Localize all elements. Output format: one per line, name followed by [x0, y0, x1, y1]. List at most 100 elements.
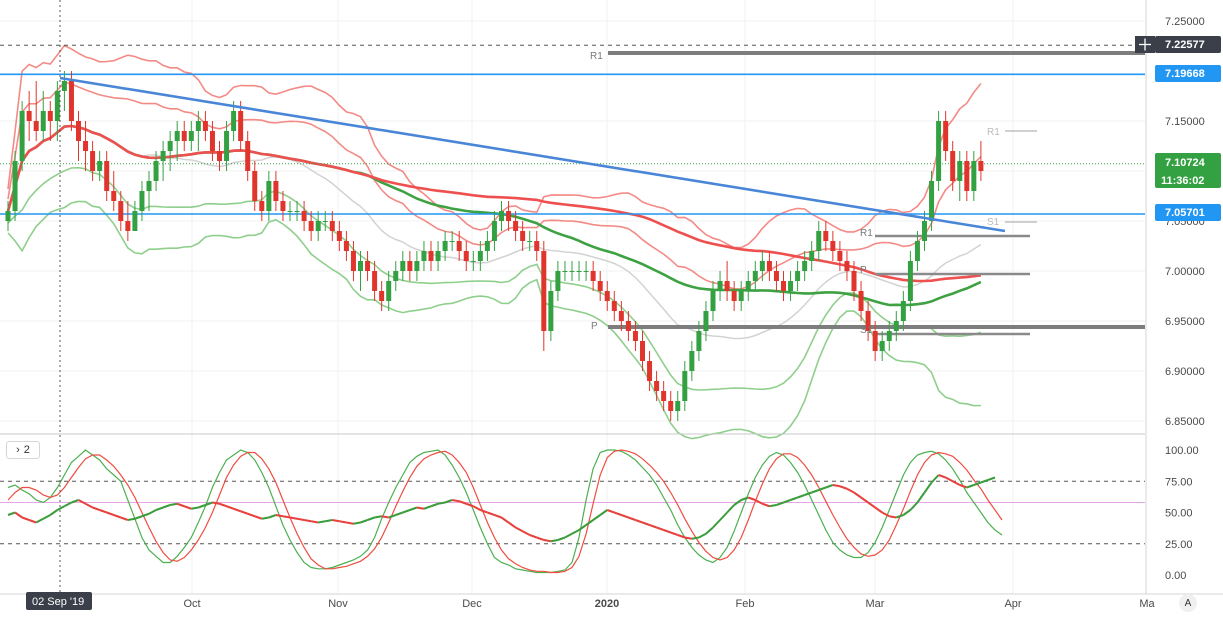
candle-body — [865, 311, 871, 331]
candle-body — [118, 201, 124, 221]
candle — [689, 341, 695, 381]
candle-body — [781, 281, 786, 291]
candlesticks — [5, 71, 984, 421]
candle — [76, 111, 81, 161]
candle-body — [477, 251, 483, 261]
candle — [781, 271, 786, 301]
rsi-segment — [769, 504, 777, 508]
candle — [224, 121, 230, 171]
candle — [886, 321, 892, 351]
rsi-segment — [733, 499, 742, 506]
candle — [555, 261, 561, 301]
candle-body — [837, 251, 843, 261]
rsi-segment — [599, 509, 608, 516]
rsi-segment — [409, 506, 418, 511]
rsi-segment — [42, 514, 51, 520]
candle-body — [618, 311, 624, 321]
rsi-segment — [63, 501, 72, 508]
pivot-p-small-label: P — [860, 265, 867, 276]
candle-body — [372, 271, 378, 291]
rsi-segment — [804, 491, 813, 496]
oscillator-tick-label: 75.00 — [1165, 476, 1193, 488]
candle-body — [527, 241, 533, 242]
candle — [54, 81, 60, 141]
candle — [26, 91, 32, 141]
candle — [442, 231, 448, 261]
rsi-segment — [303, 519, 312, 523]
pivot-r1-small-label: R1 — [860, 228, 873, 239]
candle — [611, 291, 617, 321]
time-label: Nov — [328, 598, 348, 610]
candle — [153, 151, 159, 191]
rsi-segment — [487, 511, 495, 516]
last-price-tag-text: 7.10724 — [1165, 157, 1206, 169]
pane-toggle-button[interactable]: › 2 — [6, 441, 40, 459]
candle-body — [54, 91, 60, 121]
rsi-segment — [261, 516, 270, 520]
oscillator-tick-label: 25.00 — [1165, 539, 1193, 551]
candle — [231, 101, 237, 141]
rsi-segment — [656, 526, 664, 531]
time-label: Apr — [1004, 598, 1021, 610]
auto-scale-button[interactable]: A — [1179, 594, 1197, 612]
rsi-segment — [783, 499, 791, 504]
rsi-segment — [289, 516, 298, 520]
candle-body — [696, 331, 702, 351]
rsi-segment — [846, 487, 855, 494]
oscillator-tick-labels: 100.00 75.00 50.00 25.00 0.00 — [1165, 445, 1199, 582]
candle — [858, 281, 864, 321]
candle — [943, 111, 949, 161]
candle — [844, 251, 850, 281]
candle-body — [386, 281, 392, 301]
candle-body — [61, 81, 67, 91]
candle — [520, 221, 526, 251]
candle-body — [844, 261, 850, 271]
rsi-segment — [952, 480, 961, 486]
candle-body — [654, 381, 660, 391]
rsi-segment — [719, 511, 728, 521]
rsi-segment — [712, 519, 721, 529]
rsi-segment — [895, 514, 904, 519]
candle — [5, 201, 11, 231]
lower-band — [7, 166, 982, 391]
candle — [773, 261, 779, 291]
candle-body — [682, 371, 688, 401]
candle — [393, 261, 399, 291]
candle — [12, 151, 18, 221]
candle-body — [26, 111, 32, 121]
candle-body — [90, 151, 96, 171]
pivot-r1-top-label: R1 — [987, 127, 1000, 138]
candle — [499, 201, 504, 231]
time-label: Oct — [183, 598, 200, 610]
candle — [97, 151, 103, 181]
resistance-tag — [1155, 65, 1221, 82]
candle — [174, 121, 180, 161]
rsi-segment — [219, 502, 227, 508]
time-axis[interactable]: Oct Nov Dec 2020 Feb Mar Apr Ma 02 Sep '19 — [0, 592, 1223, 610]
oscillator-pane[interactable] — [0, 449, 1145, 574]
candle-body — [809, 251, 815, 261]
candle-body — [491, 221, 497, 241]
price-tick-label: 7.25000 — [1165, 16, 1205, 28]
candle — [160, 141, 166, 181]
price-pane[interactable] — [0, 0, 1148, 594]
trendline[interactable] — [59, 76, 1006, 233]
candle-body — [463, 251, 469, 261]
candle — [851, 261, 857, 301]
candle-body — [12, 161, 18, 211]
candle-body — [224, 131, 230, 161]
rsi-segment — [684, 536, 693, 540]
descending-trendline[interactable] — [59, 76, 1006, 233]
candle-body — [146, 181, 152, 191]
candle — [964, 151, 970, 201]
price-tick-label: 7.15000 — [1165, 116, 1205, 128]
crosshair-plus-icon[interactable] — [1135, 36, 1155, 53]
candle — [752, 261, 758, 291]
candle-body — [139, 191, 145, 211]
candle-body — [914, 241, 920, 261]
candle — [90, 141, 96, 181]
candle — [597, 271, 603, 301]
price-axis[interactable]: 7.250007.150007.100007.050007.000006.950… — [1135, 0, 1223, 594]
candle-body — [675, 401, 681, 411]
